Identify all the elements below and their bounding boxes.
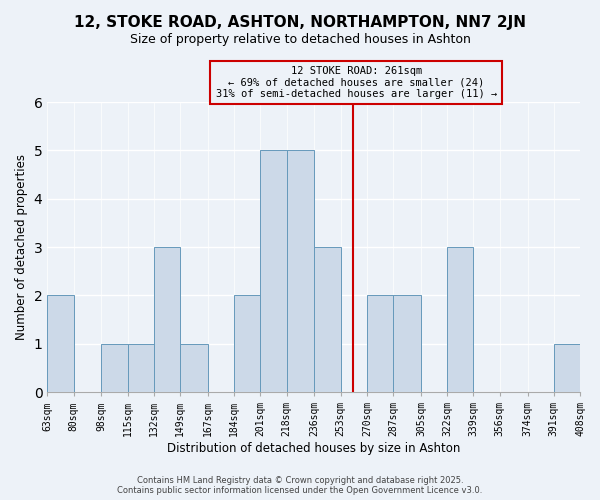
X-axis label: Distribution of detached houses by size in Ashton: Distribution of detached houses by size … xyxy=(167,442,460,455)
Y-axis label: Number of detached properties: Number of detached properties xyxy=(15,154,28,340)
Text: 12 STOKE ROAD: 261sqm
← 69% of detached houses are smaller (24)
31% of semi-deta: 12 STOKE ROAD: 261sqm ← 69% of detached … xyxy=(215,66,497,99)
Bar xyxy=(260,150,287,392)
Bar xyxy=(154,247,180,392)
Bar xyxy=(393,296,421,392)
Bar xyxy=(180,344,208,392)
Text: Size of property relative to detached houses in Ashton: Size of property relative to detached ho… xyxy=(130,32,470,46)
Bar xyxy=(367,296,393,392)
Bar xyxy=(554,344,580,392)
Bar xyxy=(47,296,74,392)
Bar xyxy=(314,247,341,392)
Bar xyxy=(128,344,154,392)
Bar xyxy=(234,296,260,392)
Bar xyxy=(101,344,128,392)
Bar xyxy=(447,247,473,392)
Text: 12, STOKE ROAD, ASHTON, NORTHAMPTON, NN7 2JN: 12, STOKE ROAD, ASHTON, NORTHAMPTON, NN7… xyxy=(74,15,526,30)
Text: Contains HM Land Registry data © Crown copyright and database right 2025.
Contai: Contains HM Land Registry data © Crown c… xyxy=(118,476,482,495)
Bar xyxy=(287,150,314,392)
